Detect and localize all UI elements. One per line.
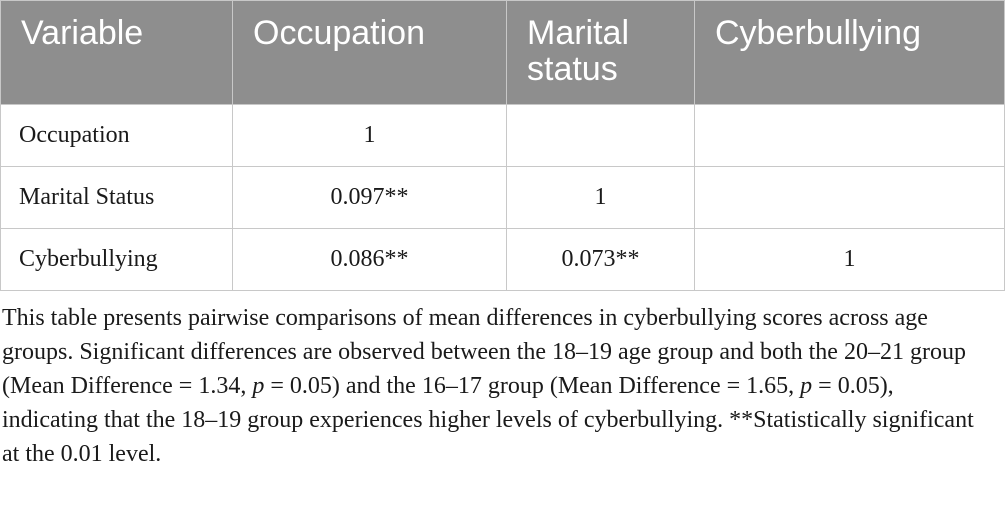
table-footnote: This table presents pairwise comparisons… xyxy=(2,301,992,471)
footnote-text-3: = 0.05), indicating that the 18–19 group… xyxy=(2,373,974,467)
table-row: Marital Status 0.097** 1 xyxy=(0,166,1005,229)
header-row: Variable Occupation Marital status Cyber… xyxy=(0,0,1005,105)
header-cyberbullying: Cyberbullying xyxy=(694,0,1005,105)
header-variable: Variable xyxy=(0,0,233,105)
correlation-table: Variable Occupation Marital status Cyber… xyxy=(0,0,1005,291)
row-label: Marital Status xyxy=(0,166,233,229)
footnote-text-2: = 0.05) and the 16–17 group (Mean Differ… xyxy=(264,373,801,399)
footnote-text-1: This table presents pairwise comparisons… xyxy=(2,305,966,399)
table-body: Occupation 1 Marital Status 0.097** 1 Cy… xyxy=(0,104,1005,291)
table-row: Cyberbullying 0.086** 0.073** 1 xyxy=(0,228,1005,291)
table-header: Variable Occupation Marital status Cyber… xyxy=(0,0,1005,105)
table-cell: 1 xyxy=(694,228,1005,291)
table-row: Occupation 1 xyxy=(0,104,1005,167)
table-cell xyxy=(506,104,695,167)
table-container: Variable Occupation Marital status Cyber… xyxy=(0,0,1005,471)
header-occupation: Occupation xyxy=(232,0,507,105)
table-cell: 0.097** xyxy=(232,166,507,229)
table-cell: 1 xyxy=(506,166,695,229)
table-cell: 1 xyxy=(232,104,507,167)
table-cell: 0.073** xyxy=(506,228,695,291)
table-cell: 0.086** xyxy=(232,228,507,291)
row-label: Occupation xyxy=(0,104,233,167)
p-symbol: p xyxy=(252,373,265,399)
header-marital-status: Marital status xyxy=(506,0,695,105)
p-symbol: p xyxy=(800,373,813,399)
row-label: Cyberbullying xyxy=(0,228,233,291)
table-cell xyxy=(694,166,1005,229)
table-cell xyxy=(694,104,1005,167)
